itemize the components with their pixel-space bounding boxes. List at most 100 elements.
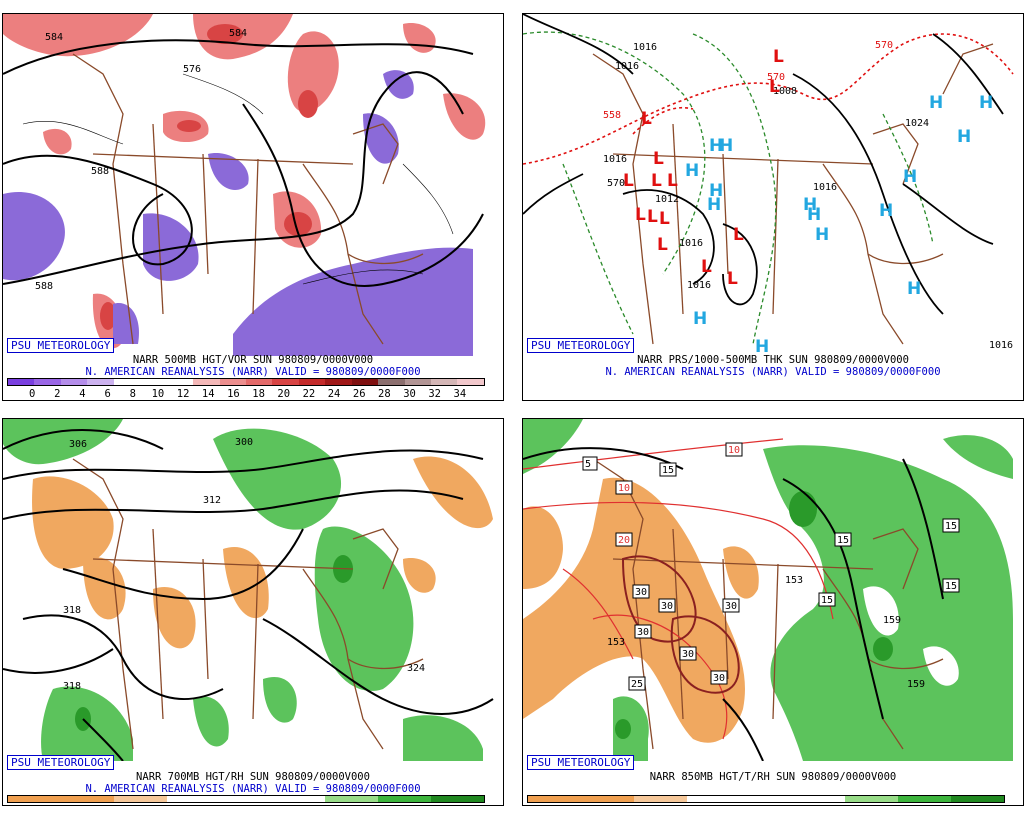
contour-label: 300 [235,437,253,448]
contour-label: 15 [837,535,849,546]
high-pressure-marker: H [957,127,971,147]
colorbar-ticks: 0 2 4 6 8 10 12 14 16 18 20 22 24 26 28 30 32 34 [7,388,485,400]
isobar-label: 1016 [687,280,711,291]
height-contours [3,39,484,287]
low-pressure-marker: L [635,205,646,225]
colorbar-swatch [686,796,740,802]
isobar-label: 1024 [905,118,929,129]
thickness-contours-red [523,33,1014,165]
colorbar-swatch [298,379,326,385]
low-pressure-marker: L [659,209,670,229]
panel-850mb-temp-rh: 5 15 10 10 20 30 30 30 30 30 30 25 15 15… [522,418,1024,806]
contour-label: 30 [637,627,649,638]
colorbar-ticks: 10 30 50 70 90 [7,804,485,805]
isobars [523,14,1004,315]
panel-subcaption: N. AMERICAN REANALYSIS (NARR) VALID = 98… [85,783,421,795]
isobar-label: 1016 [603,154,627,165]
rh-700mb-map: 306 300 312 318 318 324 [3,419,503,805]
colorbar-swatch [404,379,431,385]
colorbar-swatch [113,379,141,385]
panel-subcaption: N. AMERICAN REANALYSIS (NARR) VALID = 98… [85,366,421,378]
contour-label: 588 [35,281,53,292]
low-pressure-marker: L [773,47,784,67]
colorbar-swatch [113,796,167,802]
contour-label: 588 [91,166,109,177]
contour-label: 584 [229,28,247,39]
colorbar-tick-label: 70 [319,804,332,805]
colorbar-swatch [60,379,88,385]
coastlines [72,53,424,345]
low-pressure-marker: L [651,171,662,191]
colorbar-swatch [792,796,846,802]
contour-label: 306 [69,439,87,450]
thickness-label: 570 [767,72,785,83]
high-pressure-marker: H [755,337,769,357]
low-pressure-marker: L [657,235,668,255]
colorbar-tick-label: 12 [176,388,190,400]
colorbar-tick-label: 0 [28,388,36,400]
low-pressure-marker: L [623,171,634,191]
low-pressure-marker: L [667,171,678,191]
panel-caption: NARR 700MB HGT/RH SUN 980809/0000V000 [136,771,370,783]
panel-700mb-rh: 306 300 312 318 318 324 PSU METEOROLOGY … [2,418,504,806]
panel-500mb-vorticity: 584 576 588 588 584 PSU METEOROLOGY NARR… [2,13,504,401]
contour-label: 25 [631,679,643,690]
contour-label: 10 [728,445,740,456]
colorbar-tick-label: 90 [919,804,932,805]
high-pressure-marker: H [709,136,723,156]
contour-label: 15 [662,465,674,476]
contour-label: 576 [183,64,201,75]
vorticity-map: 584 576 588 588 584 [3,14,503,400]
colorbar-swatch [845,796,899,802]
label-boxes: 5 15 10 10 20 30 30 30 30 30 30 25 15 15… [582,442,960,691]
colorbar-swatch [272,379,299,385]
high-pressure-marker: H [693,309,707,329]
contour-label: 15 [945,581,957,592]
high-pressure-marker: H [929,93,943,113]
thickness-label: 570 [875,40,893,51]
contour-label: 30 [635,587,647,598]
colorbar-tick-label: 14 [201,388,215,400]
colorbar-tick-label: 10 [151,388,165,400]
colorbar-swatch [898,796,952,802]
colorbar-tick-label: 50 [240,804,253,805]
high-pressure-marker: H [807,205,821,225]
colorbar-tick-label: 10 [600,804,613,805]
contour-label: 318 [63,681,81,692]
colorbar-swatch [219,379,246,385]
warm-contours [621,555,740,694]
panel-caption: NARR 500MB HGT/VOR SUN 980809/0000V000 [132,354,374,366]
isobar-label: 570 [607,178,625,189]
colorbar-tick-label: 6 [104,388,111,400]
high-pressure-marker: H [685,161,699,181]
contour-label: 584 [45,32,63,43]
low-pressure-marker: L [653,149,664,169]
colorbar-ticks: 10 30 50 70 90 [527,804,1005,805]
contour-label: 159 [883,615,901,626]
high-pressure-marker: H [709,181,723,201]
isobar-label: 1016 [679,238,703,249]
high-pressure-marker: H [903,167,917,187]
high-pressure-marker: H [879,201,893,221]
colorbar-swatch [60,796,114,802]
coastlines [592,43,994,345]
high-pressure-marker: H [907,279,921,299]
colorbar-swatch [8,796,61,802]
contour-label: 20 [618,535,630,546]
coastlines [72,458,424,750]
contour-label: 30 [661,601,673,612]
low-pressure-marker: L [727,269,738,289]
colorbar-tick-label: 30 [403,388,416,400]
high-pressure-marker: H [707,195,721,215]
contour-label: 324 [407,663,425,674]
colorbar-swatch [528,796,581,802]
colorbar-tick-label: 28 [378,388,391,400]
colorbar [7,795,485,803]
colorbar-swatch [34,379,61,385]
dry-areas [523,477,759,743]
colorbar-swatch [378,379,405,385]
contour-label: 5 [585,459,591,470]
colorbar-tick-label: 30 [680,804,693,805]
colorbar-tick-label: 2 [54,388,61,400]
colorbar-swatch [166,796,220,802]
